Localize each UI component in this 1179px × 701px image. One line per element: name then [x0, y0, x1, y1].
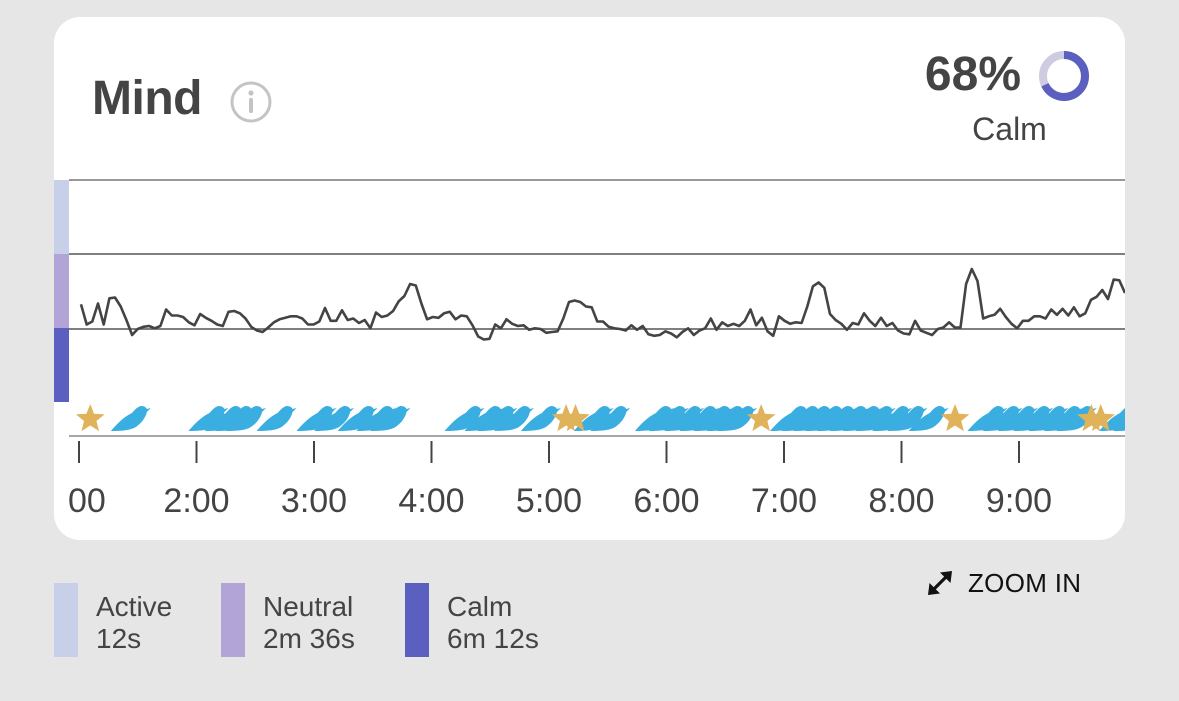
- x-tick-label: 9:00: [986, 482, 1052, 520]
- bird-icon: [314, 406, 355, 431]
- band-calm: [54, 328, 69, 402]
- bird-icon: [573, 406, 614, 431]
- zoom-in-button[interactable]: ZOOM IN: [922, 563, 1081, 603]
- bird-icon: [226, 406, 266, 431]
- legend-name: Neutral: [263, 591, 354, 622]
- bird-icon: [1043, 406, 1084, 431]
- legend-duration: 12s: [96, 623, 142, 654]
- legend-neutral: Neutral 2m 36s: [221, 583, 381, 657]
- bird-icon: [717, 406, 758, 431]
- mind-card: Mind 68% Calm 00 2:00 3:00 4:00 5:00 6:00 7:00…: [54, 17, 1125, 540]
- legend-swatch-active: [54, 583, 78, 657]
- star-icon: [75, 404, 105, 432]
- bird-icon: [520, 406, 561, 431]
- bird-icon: [770, 406, 811, 431]
- bird-icon: [967, 406, 1008, 431]
- bird-icon: [855, 406, 896, 431]
- bird-icon: [649, 406, 689, 431]
- x-tick-label: 4:00: [398, 482, 464, 520]
- zoom-in-label: ZOOM IN: [968, 567, 1082, 598]
- bird-icon: [829, 406, 870, 431]
- bird-icon: [444, 406, 485, 431]
- bird-icon: [706, 406, 747, 431]
- legend-duration: 2m 36s: [263, 623, 355, 654]
- star-icon: [1086, 404, 1116, 432]
- bird-icon: [872, 406, 913, 431]
- bird-icon: [887, 406, 928, 431]
- bird-icon: [805, 406, 846, 431]
- bird-icon: [1028, 406, 1069, 431]
- bird-icon: [110, 406, 151, 431]
- x-tick-label: 5:00: [516, 482, 582, 520]
- calm-percentage-label: Calm: [972, 111, 1047, 147]
- bird-icon: [634, 406, 675, 431]
- star-icon: [746, 404, 776, 432]
- card-title: Mind: [92, 72, 202, 125]
- x-tick-label: 8:00: [868, 482, 934, 520]
- x-tick-label: 7:00: [751, 482, 817, 520]
- bird-icon: [256, 406, 297, 431]
- bird-icon: [842, 406, 883, 431]
- mind-chart: 00 2:00 3:00 4:00 5:00 6:00 7:00 8:00 9:00: [54, 179, 1125, 520]
- bird-icon: [1113, 419, 1125, 431]
- bird-icon: [679, 406, 720, 431]
- legend-active: Active 12s: [54, 583, 194, 657]
- bird-icon: [664, 406, 705, 431]
- x-tick-label: 6:00: [633, 482, 699, 520]
- mind-activity-line: [79, 267, 1125, 341]
- info-circle-icon[interactable]: [229, 80, 273, 124]
- bird-icon: [908, 406, 949, 431]
- star-icon: [940, 404, 970, 432]
- band-active: [54, 180, 69, 254]
- bird-icon: [296, 406, 337, 431]
- bird-icon: [215, 406, 256, 431]
- x-tick-label: 00: [68, 482, 106, 520]
- bird-icon: [188, 406, 229, 431]
- legend-name: Active: [96, 591, 173, 622]
- bird-icon: [982, 406, 1023, 431]
- bird-icon: [590, 406, 631, 431]
- legend-name: Calm: [447, 591, 513, 622]
- calm-progress-ring: [1039, 51, 1089, 101]
- calm-percentage: 68%: [924, 48, 1021, 101]
- bird-icon: [464, 406, 505, 431]
- bird-icon: [493, 406, 534, 431]
- bird-icon: [693, 406, 734, 431]
- bird-icon: [1056, 406, 1097, 431]
- bird-icon: [337, 406, 378, 431]
- x-tick-label: 2:00: [163, 482, 229, 520]
- bird-icon: [370, 406, 411, 431]
- band-neutral: [54, 254, 69, 328]
- bird-icon: [997, 406, 1038, 431]
- star-icon: [561, 404, 590, 432]
- x-tick-label: 3:00: [281, 482, 347, 520]
- bird-icon: [477, 406, 518, 431]
- legend-calm: Calm 6m 12s: [405, 583, 565, 657]
- expand-arrows-icon: [928, 571, 952, 595]
- legend-swatch-neutral: [221, 583, 245, 657]
- bird-icon: [1013, 406, 1054, 431]
- legend-duration: 6m 12s: [447, 623, 539, 654]
- legend-swatch-calm: [405, 583, 429, 657]
- bird-icon: [781, 406, 822, 431]
- bird-icon: [356, 406, 397, 431]
- bird-icon: [793, 406, 834, 431]
- bird-icon: [204, 406, 245, 431]
- bird-icon: [817, 406, 858, 431]
